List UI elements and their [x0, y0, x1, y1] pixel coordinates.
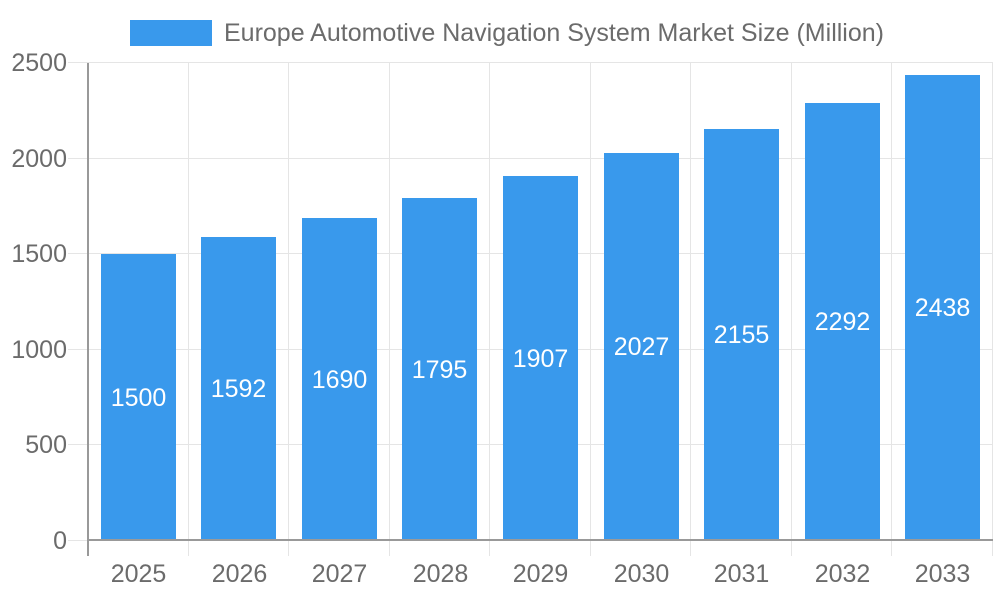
x-gridline — [590, 63, 591, 556]
x-axis-tick-label: 2032 — [814, 560, 871, 588]
bar-value-label: 2155 — [713, 321, 770, 349]
y-axis-tick-label: 2000 — [11, 145, 67, 173]
plot-area: 0 500 1000 1500 2000 2500 1500 2025 1592 2026 1690… — [11, 50, 993, 587]
y-axis-line — [87, 63, 89, 556]
bar-2027[interactable] — [302, 218, 377, 541]
legend-swatch — [130, 20, 212, 46]
bar-2028[interactable] — [402, 198, 477, 541]
y-axis-tick-label: 1500 — [11, 240, 67, 268]
x-gridline — [389, 63, 390, 556]
bar-value-label: 2027 — [613, 333, 670, 361]
bar-value-label: 1907 — [512, 345, 569, 373]
y-axis-tick-label: 2500 — [11, 49, 67, 77]
bar-2033[interactable] — [905, 75, 980, 541]
x-gridline — [188, 63, 189, 556]
x-gridline — [992, 63, 993, 556]
bar-2026[interactable] — [201, 237, 276, 541]
x-axis-tick-label: 2025 — [110, 560, 167, 588]
legend-item[interactable]: Europe Automotive Navigation System Mark… — [130, 20, 884, 46]
x-axis-tick-label: 2031 — [713, 560, 770, 588]
bar-value-label: 1500 — [110, 384, 167, 412]
bar-2031[interactable] — [704, 129, 779, 541]
y-axis-tick-label: 0 — [53, 527, 67, 555]
bar-value-label: 1795 — [411, 356, 468, 384]
x-axis-line — [88, 539, 993, 541]
bar-2032[interactable] — [805, 103, 880, 541]
x-gridline — [288, 63, 289, 556]
x-axis-tick-label: 2030 — [613, 560, 670, 588]
y-axis-tick-label: 500 — [25, 431, 67, 459]
x-axis-tick-label: 2033 — [914, 560, 971, 588]
bar-2030[interactable] — [604, 153, 679, 541]
bar-2025[interactable] — [101, 254, 176, 541]
x-axis-tick-label: 2027 — [311, 560, 368, 588]
y-axis-tick-label: 1000 — [11, 336, 67, 364]
bar-value-label: 1592 — [210, 375, 267, 403]
bar-value-label: 1690 — [311, 366, 368, 394]
x-gridline — [489, 63, 490, 556]
x-axis-tick-label: 2026 — [211, 560, 268, 588]
x-axis-tick-label: 2028 — [412, 560, 469, 588]
bar-value-label: 2438 — [914, 294, 971, 322]
x-gridline — [891, 63, 892, 556]
legend-label: Europe Automotive Navigation System Mark… — [224, 19, 884, 47]
y-gridline — [68, 62, 993, 63]
bar-2029[interactable] — [503, 176, 578, 541]
y-gridline — [68, 158, 993, 159]
x-axis-tick-label: 2029 — [512, 560, 569, 588]
bar-value-label: 2292 — [814, 308, 871, 336]
x-gridline — [791, 63, 792, 556]
x-gridline — [690, 63, 691, 556]
